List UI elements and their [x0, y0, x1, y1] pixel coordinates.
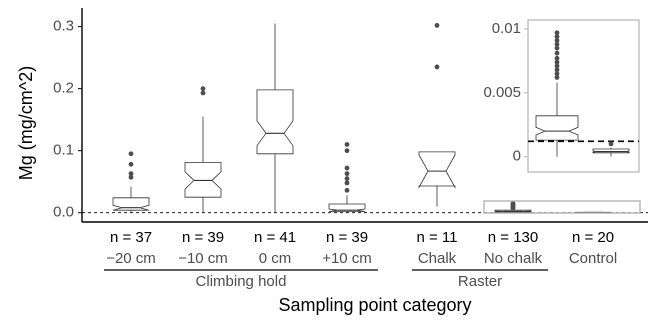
- box-body: [418, 151, 456, 189]
- outlier-point: [128, 161, 134, 167]
- sample-size-label: n = 39: [326, 229, 368, 246]
- inset-y-tick-label: 0.005: [483, 84, 521, 101]
- box-body: [328, 203, 366, 212]
- outlier-point: [344, 176, 350, 181]
- x-axis-title: Sampling point category: [278, 295, 471, 315]
- outlier-point: [344, 142, 350, 147]
- y-tick-label: 0.2: [53, 80, 74, 97]
- outlier-point: [554, 45, 560, 51]
- box-3-box: [328, 142, 366, 213]
- box-5-box: [494, 200, 532, 213]
- inset-frame: [527, 19, 640, 173]
- outlier-point: [554, 30, 560, 36]
- x-tick-label: No chalk: [484, 250, 543, 267]
- box-4-box: [418, 22, 456, 207]
- sample-size-label: n = 11: [416, 229, 457, 246]
- outlier-point: [200, 90, 206, 96]
- x-tick-label: Control: [569, 250, 617, 267]
- inset-y-tick-label: 0: [513, 148, 521, 165]
- box-body: [256, 89, 294, 155]
- outlier-point: [554, 63, 560, 69]
- inset-box-0-box: [535, 30, 579, 157]
- outlier-point: [128, 174, 134, 180]
- box-body: [184, 162, 222, 198]
- main-plot-area: 0.0 0.1 0.2 0.3 n = 37 n = 39 n = 41 n = 39 n = …: [53, 8, 648, 290]
- outlier-point: [608, 141, 614, 147]
- y-tick-label: 0.0: [53, 204, 74, 221]
- x-tick-label: +10 cm: [322, 250, 372, 267]
- y-tick-label: 0.3: [53, 18, 74, 35]
- sample-size-label: n = 41: [254, 229, 296, 246]
- x-tick-label: −20 cm: [106, 250, 156, 267]
- sample-size-label: n = 37: [110, 229, 152, 246]
- outlier-point: [554, 34, 560, 40]
- outlier-point: [344, 180, 350, 186]
- box-body: [592, 148, 630, 154]
- box-1-box: [184, 86, 222, 213]
- outlier-point: [554, 75, 560, 80]
- outlier-point: [554, 59, 560, 65]
- outlier-point: [128, 171, 134, 177]
- outlier-point: [554, 41, 560, 47]
- zoom-region-frame: [483, 200, 641, 214]
- outlier-point: [554, 55, 560, 61]
- outlier-point: [200, 86, 206, 92]
- x-tick-label: 0 cm: [259, 250, 292, 267]
- outlier-point: [128, 151, 134, 157]
- outlier-point: [344, 187, 350, 193]
- box-body: [112, 197, 150, 211]
- x-tick-label: Chalk: [418, 250, 457, 267]
- outlier-point: [434, 64, 440, 70]
- y-tick-label: 0.1: [53, 142, 74, 159]
- box-0-box: [112, 151, 150, 213]
- outlier-point: [510, 200, 516, 206]
- inset-y-tick-label: 0.01: [492, 20, 521, 37]
- group-label: Raster: [458, 273, 502, 290]
- outlier-point: [554, 71, 560, 77]
- outlier-point: [554, 67, 560, 73]
- sample-size-label: n = 20: [572, 229, 614, 246]
- sample-size-label: n = 39: [182, 229, 224, 246]
- y-axis-title: Mg (mg/cm^2): [16, 66, 36, 180]
- group-label: Climbing hold: [196, 273, 287, 290]
- inset-plot: 0 0.005 0.01: [483, 19, 640, 173]
- outlier-point: [344, 165, 350, 171]
- outlier-point: [554, 50, 560, 56]
- sample-size-label: n = 130: [488, 229, 538, 246]
- box-body: [535, 115, 579, 141]
- outlier-point: [344, 148, 350, 154]
- box-2-box: [256, 23, 294, 213]
- outlier-point: [434, 22, 440, 28]
- outlier-point: [344, 171, 350, 177]
- inset-box-1-box: [592, 141, 630, 157]
- outlier-point: [554, 38, 560, 43]
- x-tick-label: −10 cm: [178, 250, 228, 267]
